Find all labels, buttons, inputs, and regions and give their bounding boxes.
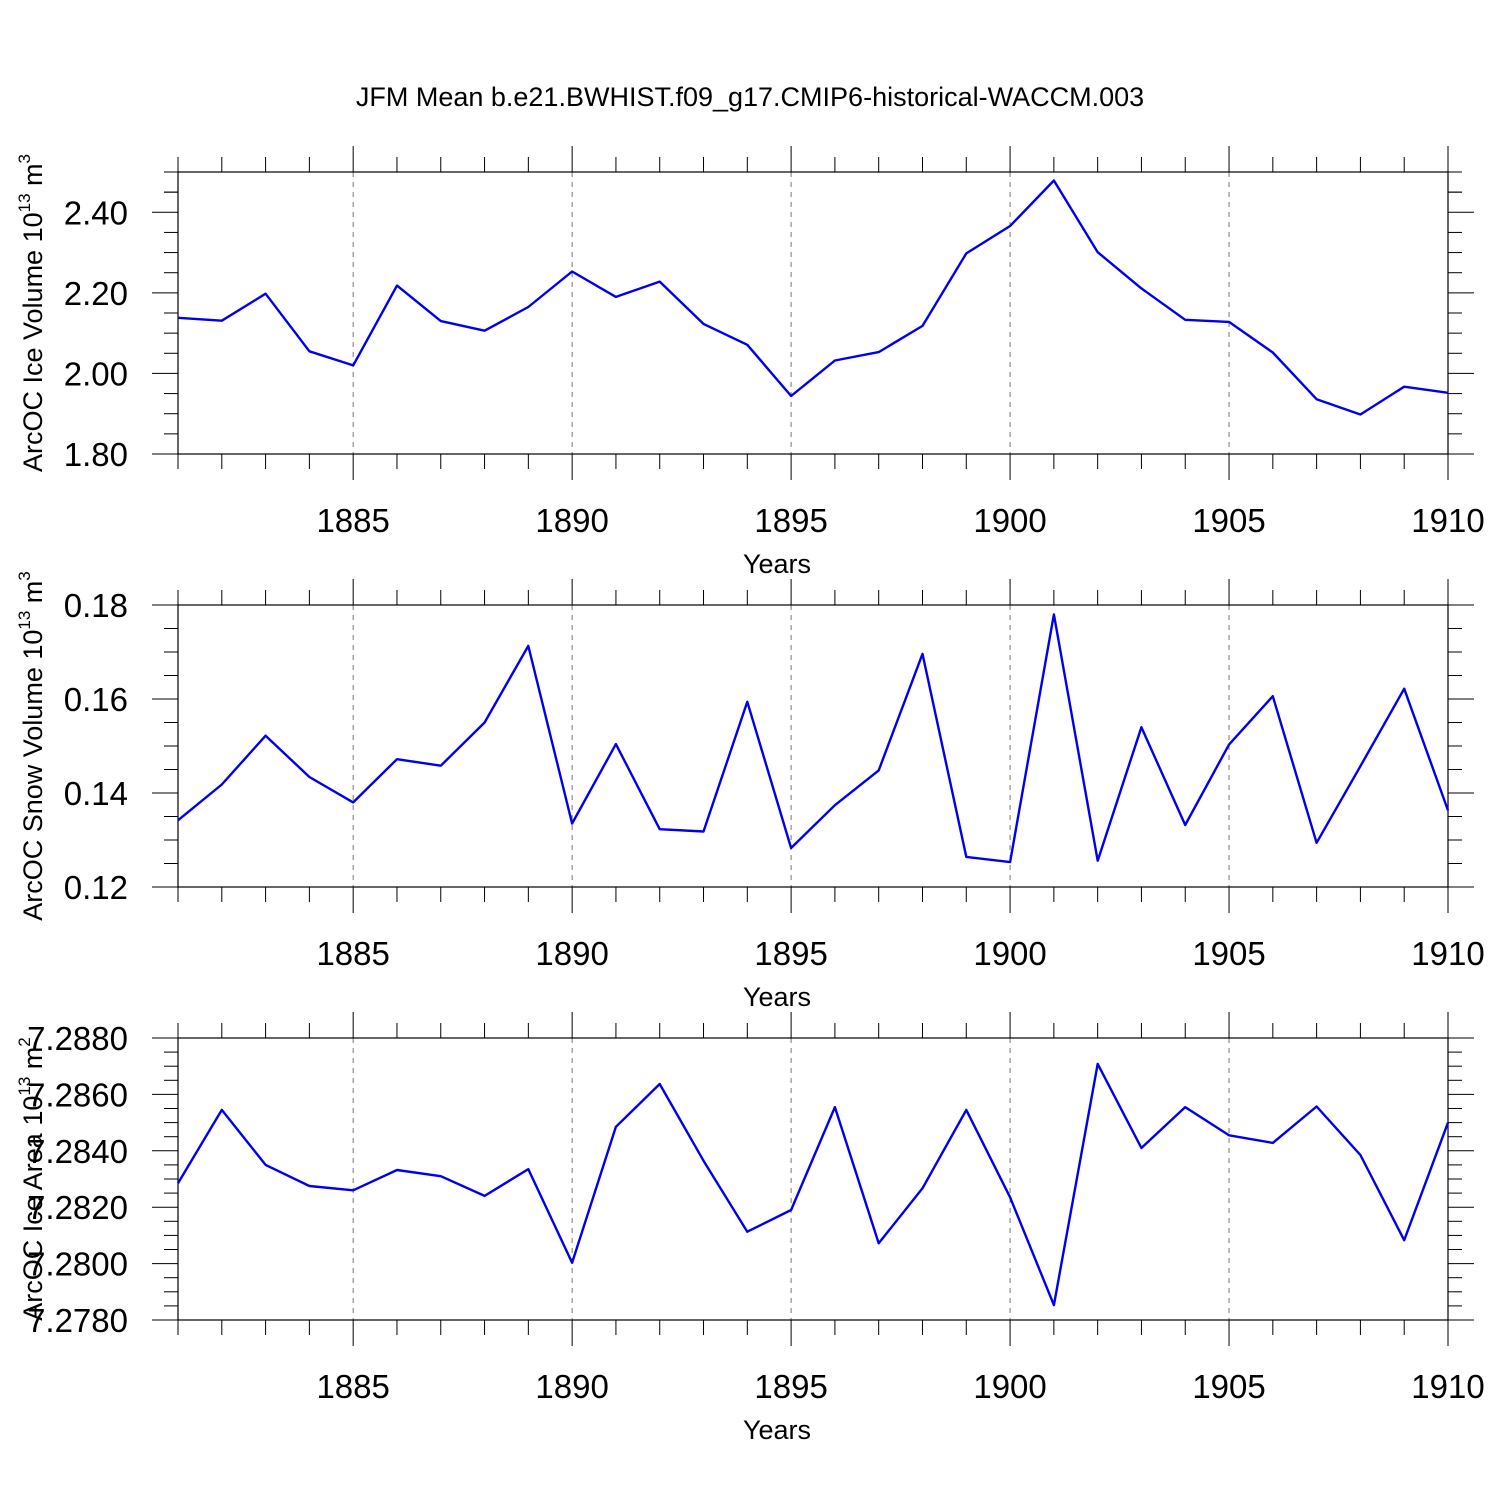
- x-tick-label: 1905: [1192, 1368, 1265, 1405]
- x-tick-label: 1890: [535, 502, 608, 539]
- y-tick-label: 1.80: [64, 436, 128, 473]
- x-tick-label: 1895: [754, 935, 827, 972]
- x-tick-label: 1890: [535, 1368, 608, 1405]
- x-tick-label: 1885: [316, 1368, 389, 1405]
- y-tick-label: 2.40: [64, 194, 128, 231]
- plot-frame: [177, 1037, 1449, 1321]
- chart-panel-1: 1885 1890 1895 1900 1905 1910 Years 1.80 2.00 2.2…: [15, 146, 1485, 579]
- x-axis-label: Years: [743, 549, 811, 579]
- series-line: [177, 613, 1450, 864]
- x-tick-label: 1895: [754, 1368, 827, 1405]
- y-tick-label: 7.2800: [27, 1246, 128, 1283]
- x-tick-label: 1910: [1411, 502, 1484, 539]
- y-axis-label: ArcOC Snow Volume 1013 m3: [15, 571, 48, 921]
- chart-panel-3: 1885 1890 1895 1900 1905 1910 Years 7.2780 7.280…: [15, 1012, 1485, 1445]
- x-tick-label: 1905: [1192, 935, 1265, 972]
- y-tick-label: 7.2860: [27, 1076, 128, 1113]
- y-tick-label: 0.18: [64, 587, 128, 624]
- series-line: [176, 1062, 1450, 1307]
- x-tick-label: 1905: [1192, 502, 1265, 539]
- y-tick-label: 7.2880: [27, 1020, 128, 1057]
- series-line: [177, 179, 1449, 416]
- x-tick-label: 1910: [1411, 935, 1484, 972]
- x-tick-label: 1900: [973, 502, 1046, 539]
- x-tick-label: 1890: [535, 935, 608, 972]
- chart-title: JFM Mean b.e21.BWHIST.f09_g17.CMIP6-hist…: [356, 82, 1144, 112]
- x-tick-label: 1900: [973, 935, 1046, 972]
- x-tick-label: 1910: [1411, 1368, 1484, 1405]
- y-tick-label: 0.16: [64, 681, 128, 718]
- y-tick-label: 7.2820: [27, 1189, 128, 1226]
- x-axis-label: Years: [743, 982, 811, 1012]
- y-tick-label: 0.12: [64, 869, 128, 906]
- x-axis-label: Years: [743, 1415, 811, 1445]
- y-tick-label: 7.2840: [27, 1133, 128, 1170]
- plot-frame: [177, 171, 1449, 455]
- y-tick-label: 2.00: [64, 355, 128, 392]
- plot-frame: [177, 604, 1449, 888]
- x-tick-label: 1895: [754, 502, 827, 539]
- y-axis-label: ArcOC Ice Area 1013 m2: [15, 1037, 48, 1321]
- y-tick-label: 7.2780: [27, 1302, 128, 1339]
- x-tick-label: 1900: [973, 1368, 1046, 1405]
- chart-panel-2: 1885 1890 1895 1900 1905 1910 Years 0.12 0.14 0.1…: [15, 571, 1485, 1012]
- x-tick-label: 1885: [316, 935, 389, 972]
- y-tick-label: 0.14: [64, 775, 128, 812]
- y-axis-label: ArcOC Ice Volume 1013 m3: [15, 154, 48, 472]
- y-tick-label: 2.20: [64, 275, 128, 312]
- x-tick-label: 1885: [316, 502, 389, 539]
